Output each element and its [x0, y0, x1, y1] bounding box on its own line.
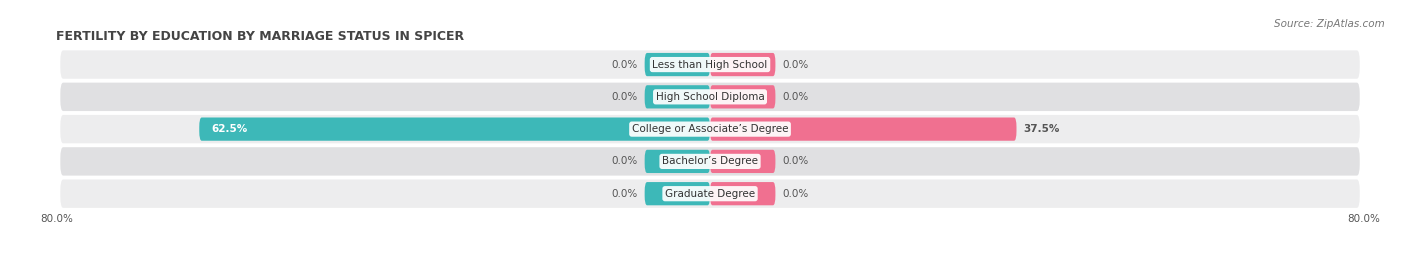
Text: 0.0%: 0.0% [612, 156, 638, 167]
FancyBboxPatch shape [710, 53, 776, 76]
FancyBboxPatch shape [710, 150, 776, 173]
FancyBboxPatch shape [60, 50, 1360, 79]
Text: 37.5%: 37.5% [1024, 124, 1059, 134]
Text: 0.0%: 0.0% [612, 92, 638, 102]
FancyBboxPatch shape [710, 182, 776, 205]
FancyBboxPatch shape [60, 115, 1360, 143]
FancyBboxPatch shape [60, 179, 1360, 208]
FancyBboxPatch shape [644, 150, 710, 173]
Text: FERTILITY BY EDUCATION BY MARRIAGE STATUS IN SPICER: FERTILITY BY EDUCATION BY MARRIAGE STATU… [56, 30, 464, 43]
Text: Graduate Degree: Graduate Degree [665, 189, 755, 199]
FancyBboxPatch shape [710, 118, 1017, 141]
FancyBboxPatch shape [200, 118, 710, 141]
Text: 0.0%: 0.0% [782, 92, 808, 102]
FancyBboxPatch shape [644, 53, 710, 76]
Text: 62.5%: 62.5% [211, 124, 247, 134]
FancyBboxPatch shape [60, 147, 1360, 176]
Text: Bachelor’s Degree: Bachelor’s Degree [662, 156, 758, 167]
Text: High School Diploma: High School Diploma [655, 92, 765, 102]
FancyBboxPatch shape [60, 83, 1360, 111]
Text: 0.0%: 0.0% [612, 59, 638, 70]
FancyBboxPatch shape [710, 85, 776, 108]
FancyBboxPatch shape [644, 182, 710, 205]
FancyBboxPatch shape [644, 85, 710, 108]
Text: Less than High School: Less than High School [652, 59, 768, 70]
Text: Source: ZipAtlas.com: Source: ZipAtlas.com [1274, 19, 1385, 29]
Text: 0.0%: 0.0% [782, 59, 808, 70]
Text: College or Associate’s Degree: College or Associate’s Degree [631, 124, 789, 134]
Text: 0.0%: 0.0% [782, 189, 808, 199]
Text: 0.0%: 0.0% [782, 156, 808, 167]
Text: 0.0%: 0.0% [612, 189, 638, 199]
